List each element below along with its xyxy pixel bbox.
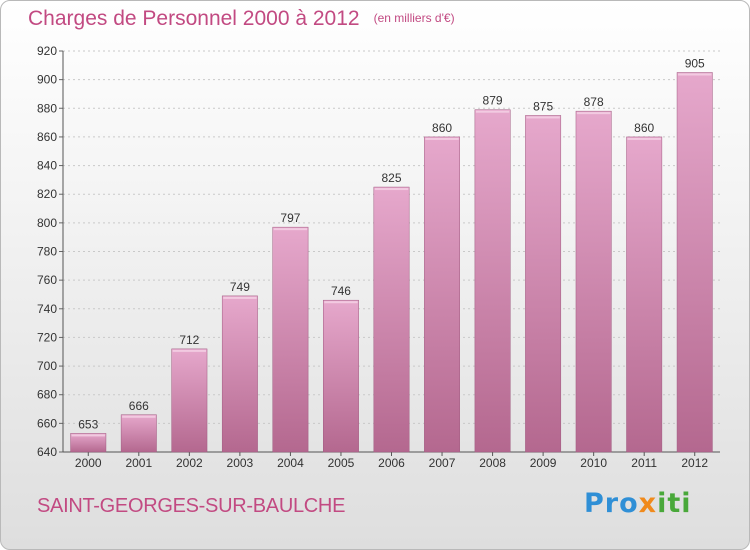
bar-2001 [120,414,157,453]
bar-highlight [273,228,308,231]
y-tick-label: 700 [37,359,57,373]
data-label-2001: 666 [129,399,149,413]
x-tick-label-2007: 2007 [429,456,456,470]
x-tick-label-2001: 2001 [125,456,152,470]
bar-highlight [374,188,409,191]
proxiti-logo[interactable]: Proxiti [584,488,692,519]
x-tick-labels: 2000 2001 2002 2003 2004 2005 2006 2007 2008 2009… [75,456,708,470]
y-tick-label: 920 [37,44,57,58]
bar-2005 [323,299,359,453]
data-label-2012: 905 [685,56,705,70]
bar-highlight [425,137,459,140]
bar-highlight [172,349,207,352]
chart-unit: (en milliers d'€) [373,11,455,25]
data-label-2007: 860 [432,121,452,135]
bar-2007 [424,136,460,453]
x-tick-label-2010: 2010 [580,456,607,470]
x-tick-label-2011: 2011 [631,456,657,470]
bar-highlight [576,112,611,115]
bar-2012 [676,72,713,453]
bar-2006 [373,186,410,453]
x-tick-label-2009: 2009 [530,456,557,470]
x-tick-label-2003: 2003 [227,456,254,470]
bar-2002 [171,348,208,453]
y-tick-label: 820 [37,187,57,201]
data-label-2000: 653 [78,417,98,431]
bar-2011 [626,136,663,453]
data-label-2008: 879 [483,94,503,108]
bars [70,72,713,453]
bar-highlight [678,73,712,76]
bar-2008 [474,109,511,453]
bar-2003 [221,295,258,453]
y-tick-label: 760 [37,273,57,287]
y-tick-label: 720 [37,330,57,344]
data-label-2005: 746 [331,284,351,298]
data-label-2006: 825 [381,171,401,185]
x-tick-label-2008: 2008 [479,456,506,470]
data-labels: 653 666 712 749 797 746 825 860 879 875 878 860 905 [78,56,705,431]
x-tick-label-2006: 2006 [378,456,405,470]
bar-highlight [223,296,257,299]
x-tick-label-2002: 2002 [176,456,203,470]
bar-highlight [627,137,661,140]
y-tick-label: 840 [37,159,57,173]
x-tick-label-2005: 2005 [328,456,355,470]
data-label-2003: 749 [230,280,250,294]
y-tick-label: 780 [37,245,57,259]
x-tick-label-2004: 2004 [277,456,304,470]
data-label-2002: 712 [179,333,199,347]
bar-highlight [526,116,560,119]
chart-title-text: Charges de Personnel 2000 à 2012 [28,7,360,30]
gridlines [59,50,720,453]
y-tick-label: 800 [37,216,57,230]
bar-highlight [122,415,156,418]
y-tick-label: 900 [37,73,57,87]
bar-2009 [525,115,562,453]
x-tick-label-2012: 2012 [681,456,708,470]
data-label-2010: 878 [584,95,604,109]
commune-name: SAINT-GEORGES-SUR-BAULCHE [37,495,346,517]
bar-highlight [475,110,510,113]
bar-2010 [575,110,612,453]
chart-title: Charges de Personnel 2000 à 2012 (en mill… [28,7,455,31]
bar-2000 [70,433,107,453]
bar-highlight [324,301,358,304]
y-tick-label: 680 [37,388,57,402]
y-tick-label: 660 [37,416,57,430]
data-label-2011: 860 [634,121,654,135]
data-label-2004: 797 [280,211,300,225]
y-tick-labels: 640 660 680 700 720 740 760 780 800 820 840 860 880 9… [37,44,57,459]
bar-highlight [71,434,105,437]
y-tick-label: 740 [37,302,57,316]
data-label-2009: 875 [533,99,553,113]
bar-2004 [272,226,309,453]
y-tick-label: 860 [37,130,57,144]
y-tick-label: 640 [37,445,57,459]
y-tick-label: 880 [37,101,57,115]
x-tick-label-2000: 2000 [75,456,102,470]
